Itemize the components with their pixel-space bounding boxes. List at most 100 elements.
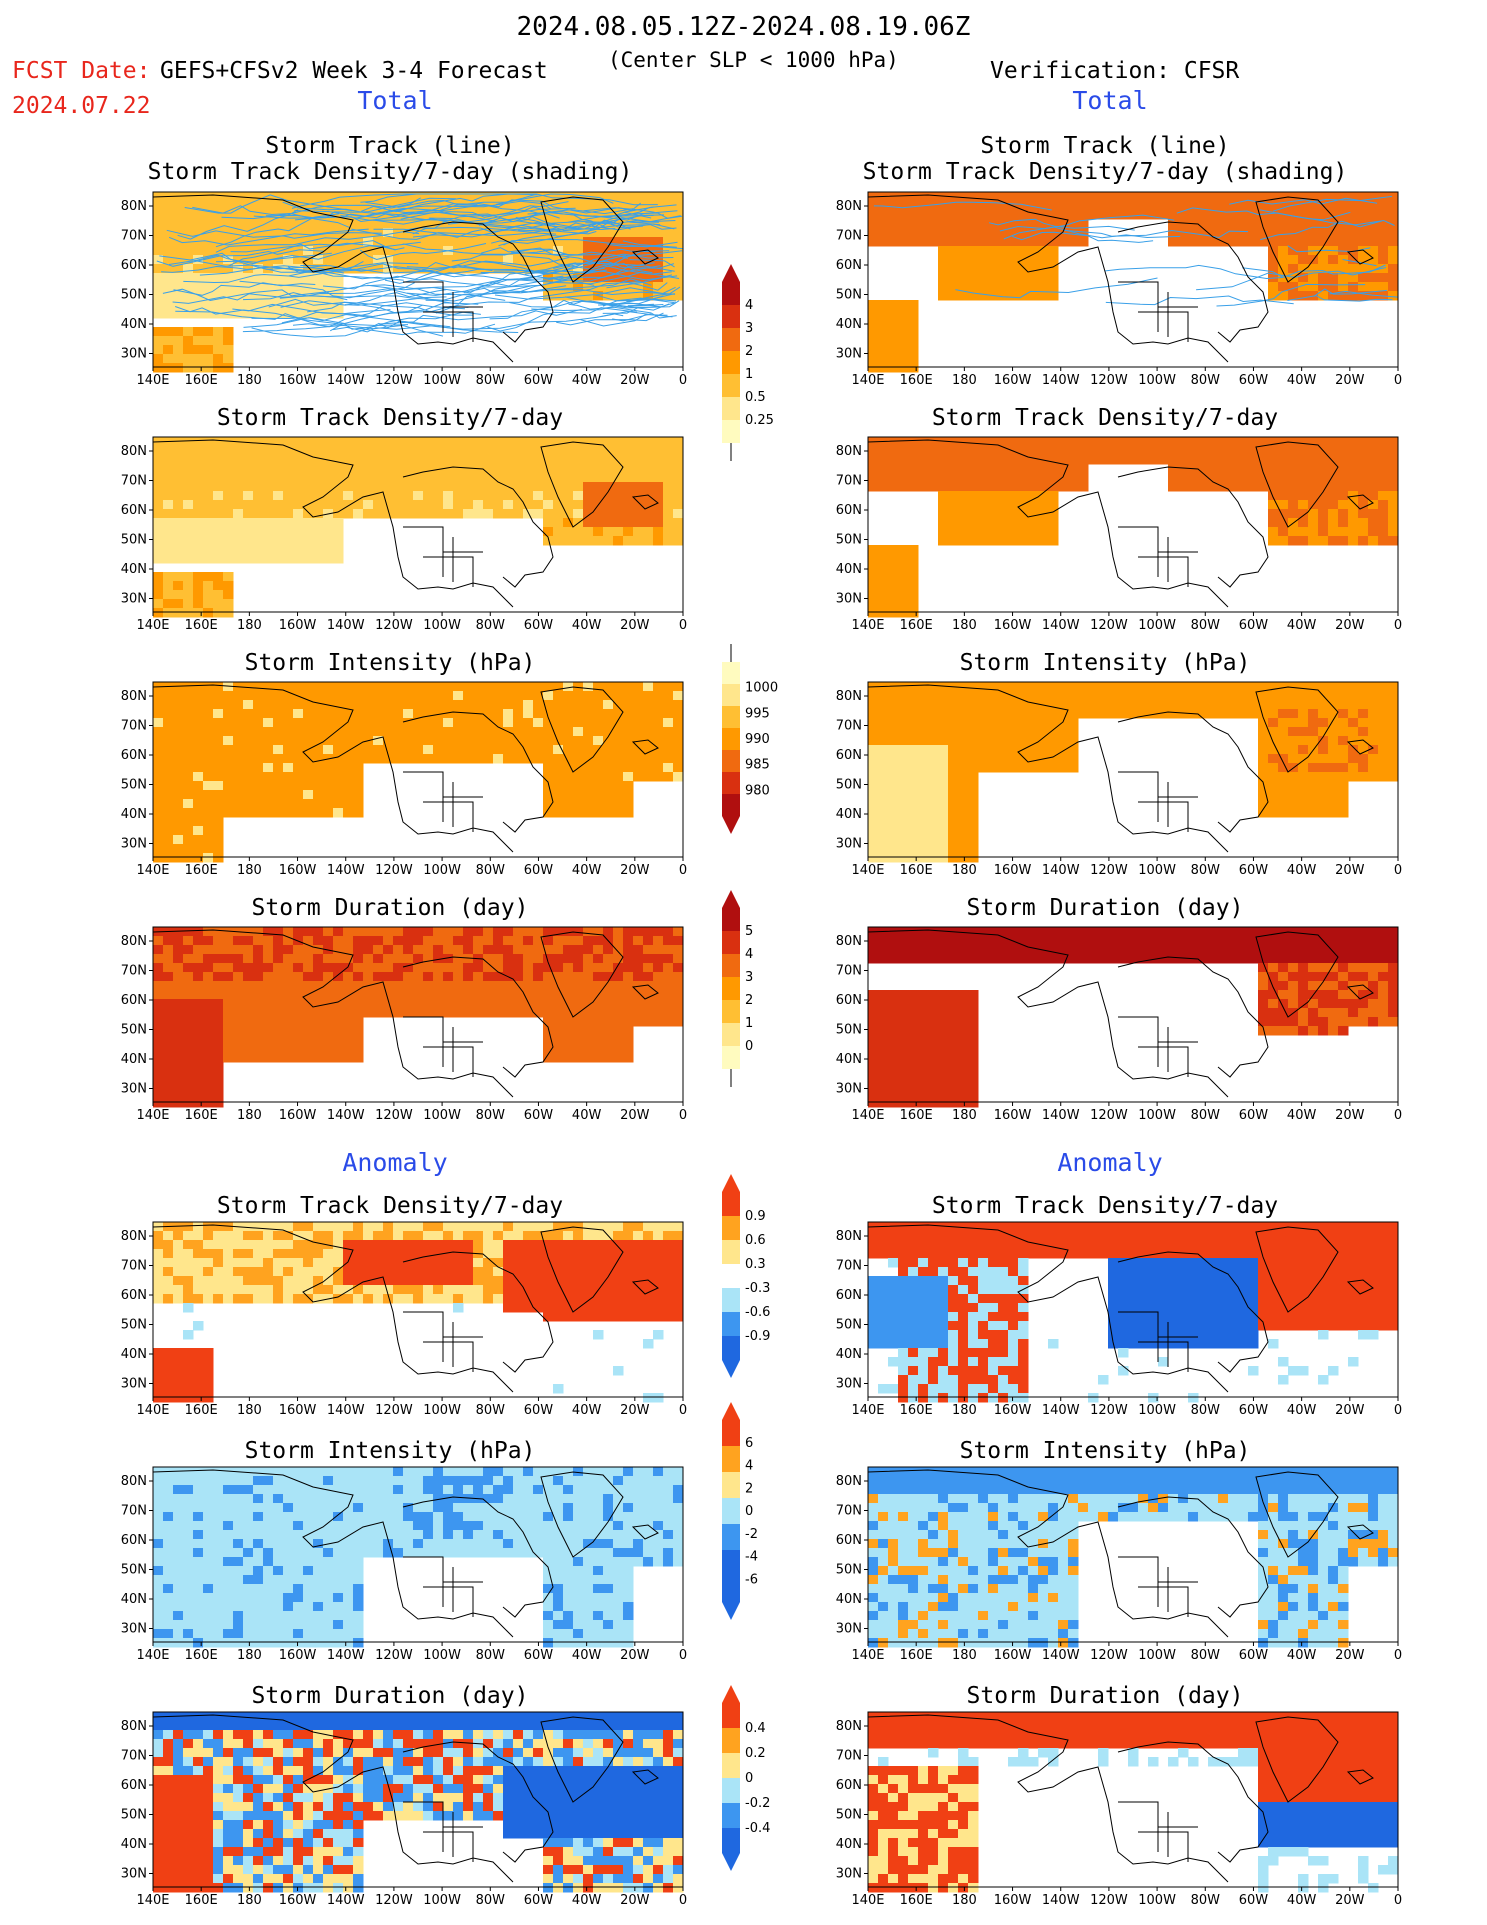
svg-text:50N: 50N	[121, 288, 147, 303]
svg-text:80W: 80W	[476, 618, 506, 633]
map-svg: 140E 160E 180 160W 140W 120W 100W 80W 60W 40W 20W 0…	[836, 926, 1402, 1123]
center-slp-label: (Center SLP < 1000 hPa)	[608, 48, 899, 72]
svg-text:60W: 60W	[1239, 618, 1269, 633]
svg-text:160E: 160E	[185, 1108, 218, 1123]
svg-text:180: 180	[237, 373, 262, 388]
svg-text:140E: 140E	[136, 863, 169, 878]
svg-text:30N: 30N	[121, 592, 147, 607]
map-vf-intensity: 140E 160E 180 160W 140W 120W 100W 80W 60W 40W 20W 0…	[836, 681, 1402, 881]
map-fc-anom-intensity: 140E 160E 180 160W 140W 120W 100W 80W 60W 40W 20W 0…	[121, 1466, 687, 1666]
svg-text:160W: 160W	[994, 618, 1032, 633]
svg-text:20W: 20W	[1335, 618, 1365, 633]
svg-text:60N: 60N	[121, 503, 147, 518]
svg-text:60W: 60W	[1239, 373, 1269, 388]
svg-text:70N: 70N	[121, 229, 147, 244]
svg-text:120W: 120W	[1090, 373, 1128, 388]
title-vf-intensity: Storm Intensity (hPa)	[959, 650, 1251, 676]
title-vf-anom-intensity: Storm Intensity (hPa)	[959, 1438, 1251, 1464]
svg-text:100W: 100W	[1138, 863, 1176, 878]
svg-text:20W: 20W	[620, 373, 650, 388]
svg-text:20W: 20W	[1335, 863, 1365, 878]
map-vf-duration: 140E 160E 180 160W 140W 120W 100W 80W 60W 40W 20W 0…	[836, 926, 1402, 1126]
svg-text:180: 180	[237, 618, 262, 633]
svg-text:60N: 60N	[836, 258, 862, 273]
svg-text:0: 0	[679, 618, 687, 633]
svg-text:160W: 160W	[279, 373, 317, 388]
svg-text:70N: 70N	[836, 474, 862, 489]
title-fc-density: Storm Track Density/7-day	[216, 405, 564, 431]
map-svg: 140E 160E 180 160W 140W 120W 100W 80W 60W 40W 20W 0…	[836, 436, 1402, 633]
map-fc-anom-duration: 140E 160E 180 160W 140W 120W 100W 80W 60W 40W 20W 0…	[121, 1711, 687, 1911]
svg-text:180: 180	[952, 373, 977, 388]
map-svg: 140E 160E 180 160W 140W 120W 100W 80W 60W 40W 20W 0…	[121, 926, 687, 1123]
map-svg: 140E 160E 180 160W 140W 120W 100W 80W 60W 40W 20W 0…	[121, 191, 687, 388]
svg-text:120W: 120W	[375, 373, 413, 388]
svg-text:80W: 80W	[476, 863, 506, 878]
colorbar-density-total: 4 3 2 1 0.5 0.25	[718, 262, 788, 467]
svg-text:40N: 40N	[836, 317, 862, 332]
svg-text:140E: 140E	[136, 373, 169, 388]
title-vf-track-density-shading: Storm Track Density/7-day (shading)	[862, 159, 1348, 185]
svg-text:180: 180	[952, 863, 977, 878]
svg-text:60N: 60N	[836, 503, 862, 518]
map-svg: 140E 160E 180 160W 140W 120W 100W 80W 60W 40W 20W 0…	[121, 681, 687, 878]
svg-text:120W: 120W	[375, 863, 413, 878]
section-total-forecast: Total	[357, 86, 433, 115]
svg-text:80N: 80N	[836, 689, 862, 704]
map-svg: 140E 160E 180 160W 140W 120W 100W 80W 60W 40W 20W 0…	[836, 1466, 1402, 1663]
svg-text:140E: 140E	[851, 618, 884, 633]
svg-text:160E: 160E	[185, 618, 218, 633]
svg-text:120W: 120W	[1090, 618, 1128, 633]
map-svg: 140E 160E 180 160W 140W 120W 100W 80W 60W 40W 20W 0…	[121, 1221, 687, 1418]
section-anomaly-verification: Anomaly	[1057, 1148, 1163, 1177]
map-fc-anom-density: 140E 160E 180 160W 140W 120W 100W 80W 60W 40W 20W 0…	[121, 1221, 687, 1421]
forecast-model-label: GEFS+CFSv2 Week 3-4 Forecast	[160, 58, 548, 84]
title-fc-intensity: Storm Intensity (hPa)	[244, 650, 536, 676]
title-fc-anom-duration: Storm Duration (day)	[251, 1683, 529, 1709]
svg-text:0: 0	[1394, 373, 1402, 388]
svg-text:80N: 80N	[121, 934, 147, 949]
svg-text:140W: 140W	[1042, 618, 1080, 633]
svg-text:60W: 60W	[524, 373, 554, 388]
svg-text:120W: 120W	[375, 1108, 413, 1123]
svg-text:160W: 160W	[279, 1108, 317, 1123]
svg-text:40N: 40N	[836, 807, 862, 822]
svg-text:50N: 50N	[121, 778, 147, 793]
svg-text:140E: 140E	[851, 373, 884, 388]
svg-text:140W: 140W	[327, 863, 365, 878]
svg-text:30N: 30N	[121, 837, 147, 852]
title-vf-density: Storm Track Density/7-day	[931, 405, 1279, 431]
colorbar-intensity-anomaly: 6 4 2 0 -2 -4 -6	[718, 1400, 788, 1626]
svg-text:70N: 70N	[121, 964, 147, 979]
colorbar-intensity-total: 1000 995 990 985 980	[718, 642, 788, 840]
title-fc-anom-density: Storm Track Density/7-day	[216, 1193, 564, 1219]
svg-text:30N: 30N	[836, 347, 862, 362]
svg-text:70N: 70N	[836, 719, 862, 734]
title-fc-track-line: Storm Track (line)	[265, 133, 515, 159]
svg-text:180: 180	[237, 1108, 262, 1123]
svg-text:160W: 160W	[994, 863, 1032, 878]
svg-text:100W: 100W	[1138, 618, 1176, 633]
colorbar-svg: 0.90.60.3-0.3-0.6-0.9	[722, 1174, 770, 1378]
svg-text:60N: 60N	[121, 993, 147, 1008]
svg-text:40N: 40N	[836, 562, 862, 577]
svg-text:140W: 140W	[327, 373, 365, 388]
svg-text:160E: 160E	[900, 373, 933, 388]
svg-text:80N: 80N	[121, 444, 147, 459]
svg-text:160W: 160W	[994, 373, 1032, 388]
map-vf-density: 140E 160E 180 160W 140W 120W 100W 80W 60W 40W 20W 0…	[836, 436, 1402, 636]
map-svg: 140E 160E 180 160W 140W 120W 100W 80W 60W 40W 20W 0…	[121, 1466, 687, 1663]
fcst-date-value: 2024.07.22	[12, 93, 151, 119]
svg-text:30N: 30N	[121, 1082, 147, 1097]
map-svg: 140E 160E 180 160W 140W 120W 100W 80W 60W 40W 20W 0…	[836, 1711, 1402, 1908]
svg-text:160E: 160E	[900, 618, 933, 633]
map-svg: 140E 160E 180 160W 140W 120W 100W 80W 60W 40W 20W 0…	[836, 1221, 1402, 1418]
svg-text:60N: 60N	[121, 748, 147, 763]
colorbar-density-anomaly: 0.9 0.6 0.3 -0.3 -0.6 -0.9	[718, 1172, 788, 1384]
svg-text:0: 0	[1394, 863, 1402, 878]
svg-text:30N: 30N	[836, 837, 862, 852]
svg-text:140E: 140E	[136, 1108, 169, 1123]
svg-text:100W: 100W	[423, 373, 461, 388]
